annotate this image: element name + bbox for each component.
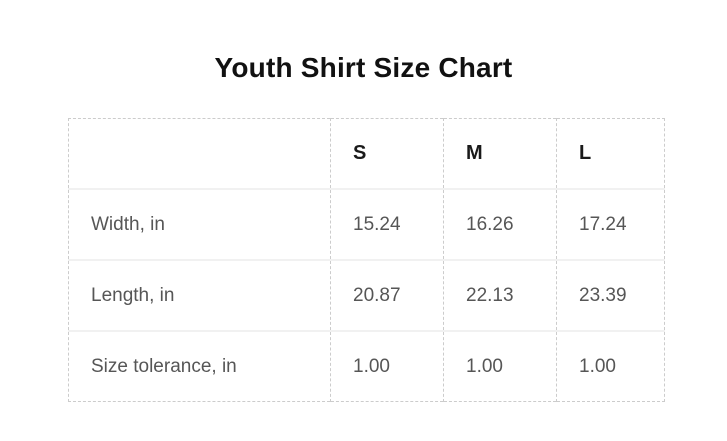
table-header-row: S M L: [69, 118, 665, 190]
header-cell-s: S: [330, 118, 444, 189]
header-cell-l: L: [556, 118, 665, 189]
page-title: Youth Shirt Size Chart: [214, 52, 513, 83]
table-row-width: Width, in 15.24 16.26 17.24: [68, 188, 665, 260]
cell-tolerance-s: 1.00: [330, 330, 444, 402]
cell-length-m: 22.13: [443, 259, 557, 331]
size-chart-table: S M L Width, in 15.24 16.26 17.24 Length…: [68, 118, 665, 402]
header-cell-empty: [69, 119, 331, 190]
row-label-length: Length, in: [68, 259, 331, 331]
cell-width-l: 17.24: [556, 188, 665, 260]
cell-length-s: 20.87: [330, 259, 444, 331]
cell-tolerance-l: 1.00: [556, 330, 665, 402]
cell-width-m: 16.26: [443, 188, 557, 260]
cell-width-s: 15.24: [330, 188, 444, 260]
row-label-width: Width, in: [68, 188, 331, 260]
row-label-size-tolerance: Size tolerance, in: [68, 330, 331, 402]
cell-tolerance-m: 1.00: [443, 330, 557, 402]
table-row-length: Length, in 20.87 22.13 23.39: [68, 259, 665, 331]
header-cell-m: M: [443, 118, 557, 189]
table-row-size-tolerance: Size tolerance, in 1.00 1.00 1.00: [68, 330, 665, 402]
cell-length-l: 23.39: [556, 259, 665, 331]
